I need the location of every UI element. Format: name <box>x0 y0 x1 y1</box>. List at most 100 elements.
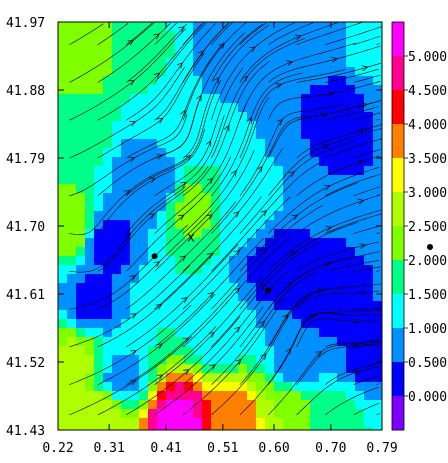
field-cell <box>256 382 266 392</box>
field-cell <box>238 193 248 203</box>
field-cell <box>301 166 311 176</box>
field-cell <box>193 310 203 320</box>
field-cell <box>211 184 221 194</box>
field-cell <box>202 76 212 86</box>
field-cell <box>373 283 382 293</box>
field-cell <box>202 31 212 41</box>
field-cell <box>103 274 113 284</box>
field-cell <box>175 409 185 419</box>
field-cell <box>364 418 374 428</box>
streamline <box>154 22 177 45</box>
streamline-arrow <box>148 213 156 220</box>
field-cell <box>211 22 221 32</box>
field-cell <box>130 67 140 77</box>
field-cell <box>58 364 68 374</box>
field-cell <box>58 22 68 32</box>
field-cell <box>238 409 248 419</box>
field-cell <box>112 58 122 68</box>
field-cell <box>130 247 140 257</box>
field-cell <box>238 94 248 104</box>
field-cell <box>364 130 374 140</box>
field-cell <box>202 229 212 239</box>
field-cell <box>310 346 320 356</box>
field-cell <box>193 427 203 430</box>
field-cell <box>364 31 374 41</box>
field-cell <box>85 112 95 122</box>
field-cell <box>301 31 311 41</box>
field-cell <box>292 247 302 257</box>
field-cell <box>328 22 338 32</box>
field-cell <box>337 364 347 374</box>
field-cell <box>373 301 382 311</box>
streamline <box>211 162 321 272</box>
field-cell <box>238 49 248 59</box>
streamline-arrow <box>246 116 252 124</box>
field-cell <box>67 157 77 167</box>
field-cell <box>85 139 95 149</box>
field-cell <box>328 409 338 419</box>
streamline-arrow <box>285 347 292 355</box>
field-cell <box>85 211 95 221</box>
field-cell <box>85 427 95 430</box>
field-cell <box>76 328 86 338</box>
field-cell <box>103 202 113 212</box>
field-cell <box>346 337 356 347</box>
streamline <box>154 237 264 348</box>
streamline-arrow <box>129 121 137 127</box>
streamline-arrow <box>206 214 213 221</box>
field-cell <box>121 400 131 410</box>
field-cell <box>139 112 149 122</box>
field-cell <box>229 418 239 428</box>
field-cell <box>319 310 329 320</box>
colorbar-label: 3.500 <box>408 152 447 167</box>
field-cell <box>157 148 167 158</box>
field-cell <box>328 85 338 95</box>
field-cell <box>310 211 320 221</box>
field-cell <box>238 175 248 185</box>
streamline-arrow <box>331 56 338 63</box>
field-cell <box>292 373 302 383</box>
field-cell <box>76 22 86 32</box>
field-cell <box>238 40 248 50</box>
field-cell <box>283 220 293 230</box>
field-cell <box>157 31 167 41</box>
field-cell <box>220 409 230 419</box>
streamline-arrow <box>357 198 365 205</box>
field-cell <box>355 373 365 383</box>
streamline-arrow <box>291 214 299 221</box>
field-cell <box>193 67 203 77</box>
field-cell <box>292 418 302 428</box>
field-cell <box>85 31 95 41</box>
field-cell <box>193 211 203 221</box>
field-cell <box>139 40 149 50</box>
field-cell <box>112 139 122 149</box>
field-cell <box>103 103 113 113</box>
field-cell <box>94 166 104 176</box>
field-cell <box>121 319 131 329</box>
field-cell <box>103 211 113 221</box>
field-cell <box>139 346 149 356</box>
field-cell <box>193 22 203 32</box>
streamline-arrow <box>230 170 237 177</box>
field-cell <box>157 319 167 329</box>
field-cell <box>148 49 158 59</box>
field-cell <box>319 40 329 50</box>
field-cell <box>292 202 302 212</box>
field-cell <box>238 148 248 158</box>
streamline-arrow <box>325 226 333 232</box>
field-cell <box>301 22 311 32</box>
field-cell <box>76 418 86 428</box>
field-cell <box>373 22 382 32</box>
field-cell <box>301 229 311 239</box>
field-cell <box>337 319 347 329</box>
colorbar: 5.0004.5004.0003.5003.0002.5002.0001.500… <box>391 21 447 431</box>
field-cell <box>319 49 329 59</box>
field-cell <box>166 184 176 194</box>
field-cell <box>229 220 239 230</box>
field-cell <box>229 274 239 284</box>
field-cell <box>247 409 257 419</box>
field-cell <box>67 292 77 302</box>
field-cell <box>67 301 77 311</box>
field-cell <box>283 265 293 275</box>
field-cell <box>256 184 266 194</box>
